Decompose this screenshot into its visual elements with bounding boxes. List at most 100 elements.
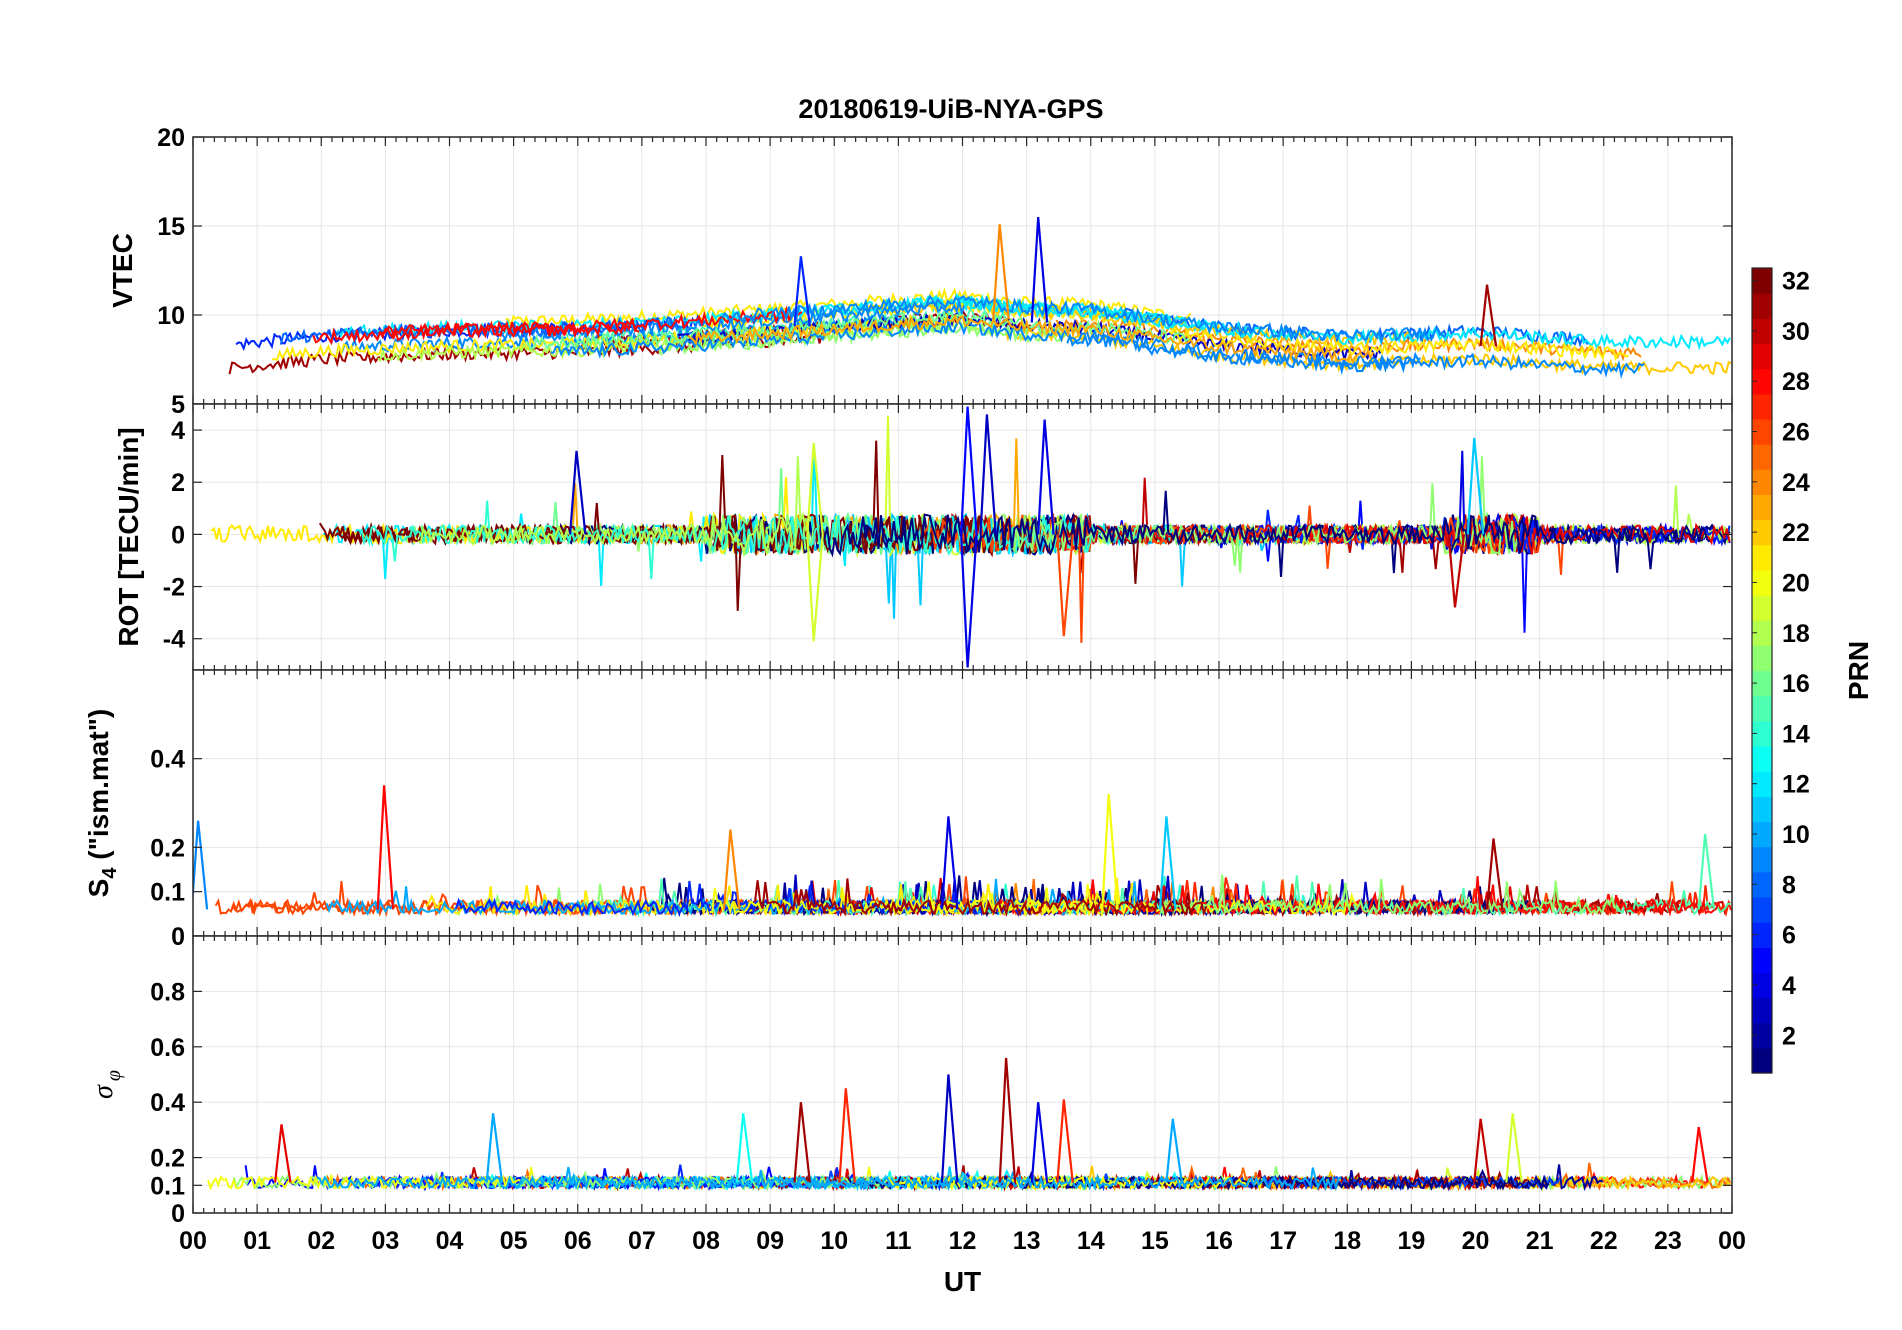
peak-mark bbox=[998, 1057, 1017, 1183]
y-tick-label: 0 bbox=[171, 1200, 185, 1228]
peak-mark bbox=[960, 534, 978, 668]
colorbar-segment bbox=[1752, 418, 1772, 445]
peak-mark bbox=[1158, 816, 1177, 910]
peak-mark bbox=[1030, 1102, 1049, 1183]
colorbar-tick-label: 32 bbox=[1782, 268, 1810, 296]
colorbar-tick-label: 18 bbox=[1782, 620, 1810, 648]
colorbar-segment bbox=[1752, 796, 1772, 823]
peak-mark bbox=[1691, 1126, 1709, 1183]
peak-mark bbox=[1447, 534, 1466, 608]
prn-trace bbox=[687, 313, 1375, 365]
colorbar-tick-label: 16 bbox=[1782, 670, 1810, 698]
x-tick-label: 08 bbox=[692, 1227, 720, 1255]
colorbar-tick-label: 6 bbox=[1782, 922, 1796, 950]
y-tick-label: 0.4 bbox=[150, 1089, 185, 1117]
colorbar-segment bbox=[1752, 595, 1772, 621]
peak-mark bbox=[1030, 217, 1049, 323]
peak-mark bbox=[1056, 534, 1074, 637]
y-tick-label: 4 bbox=[171, 417, 185, 445]
peak-mark bbox=[806, 442, 824, 535]
peak-mark bbox=[485, 1113, 504, 1183]
colorbar-segment bbox=[1752, 368, 1772, 395]
colorbar-segment bbox=[1752, 997, 1772, 1024]
x-tick-label: 09 bbox=[756, 1227, 784, 1255]
x-tick-label: 17 bbox=[1269, 1227, 1297, 1255]
x-tick-label: 11 bbox=[885, 1227, 912, 1255]
y-tick-label: 0.8 bbox=[150, 978, 185, 1006]
x-tick-label: 07 bbox=[628, 1227, 656, 1255]
prn-trace bbox=[312, 318, 640, 346]
y-axis-label: VTEC bbox=[107, 233, 138, 308]
colorbar-segment bbox=[1752, 268, 1772, 294]
x-tick-label: 05 bbox=[500, 1227, 528, 1255]
y-tick-label: 0.2 bbox=[150, 834, 185, 862]
prn-trace bbox=[1066, 331, 1645, 379]
x-tick-label: 00 bbox=[179, 1227, 207, 1255]
series-group bbox=[210, 406, 1731, 668]
series-group bbox=[193, 785, 1732, 918]
prn-trace bbox=[754, 878, 1208, 918]
colorbar-segment bbox=[1752, 745, 1772, 772]
y-tick-label: -2 bbox=[163, 574, 185, 602]
peak-mark bbox=[1697, 833, 1716, 910]
peak-mark bbox=[806, 534, 824, 642]
peak-mark bbox=[793, 256, 811, 327]
prn-trace bbox=[957, 295, 1731, 351]
peak-mark bbox=[1466, 437, 1485, 535]
x-tick-label: 10 bbox=[820, 1227, 848, 1255]
y-tick-label: 0.1 bbox=[150, 879, 185, 907]
peak-mark bbox=[735, 1113, 754, 1183]
colorbar-segment bbox=[1752, 620, 1772, 646]
peak-mark bbox=[1473, 1118, 1491, 1183]
colorbar-segment bbox=[1752, 444, 1772, 470]
series-group bbox=[207, 1057, 1732, 1193]
peak-mark bbox=[992, 224, 1010, 320]
peak-mark bbox=[1479, 284, 1498, 347]
colorbar-tick-label: 30 bbox=[1782, 318, 1810, 346]
peak-mark bbox=[569, 450, 587, 535]
series-group bbox=[228, 217, 1732, 379]
colorbar-segment bbox=[1752, 871, 1772, 898]
y-tick-label: 10 bbox=[157, 302, 185, 330]
x-tick-label: 12 bbox=[949, 1227, 977, 1255]
colorbar-segment bbox=[1752, 519, 1772, 546]
colorbar-tick-label: 4 bbox=[1782, 972, 1796, 1000]
y-tick-label: 15 bbox=[157, 213, 185, 241]
colorbar-segment bbox=[1752, 645, 1772, 672]
colorbar-segment bbox=[1752, 821, 1772, 848]
prn-trace bbox=[721, 294, 1447, 345]
x-tick-label: 14 bbox=[1077, 1227, 1105, 1255]
x-tick-label: 04 bbox=[436, 1227, 464, 1255]
colorbar-segment bbox=[1752, 343, 1772, 370]
panel-2: -4 -2 0 2 4 ROT [TECU/min] bbox=[113, 403, 1733, 671]
colorbar-segment bbox=[1752, 1022, 1772, 1049]
colorbar-segment bbox=[1752, 947, 1772, 973]
colorbar-segment bbox=[1752, 846, 1772, 873]
peak-mark bbox=[1505, 1113, 1523, 1183]
colorbar-segment bbox=[1752, 972, 1772, 999]
peak-mark bbox=[1037, 419, 1055, 535]
panel-4: 00.10.2 0.4 0.6 0.8 σφ bbox=[88, 935, 1733, 1228]
peak-mark bbox=[193, 820, 209, 910]
y-tick-label: 0.1 bbox=[150, 1172, 185, 1200]
peak-mark bbox=[940, 1074, 959, 1183]
colorbar-segment bbox=[1752, 494, 1772, 521]
peak-mark bbox=[838, 1088, 856, 1183]
peak-mark bbox=[1165, 1118, 1183, 1183]
colorbar-tick-label: 22 bbox=[1782, 519, 1810, 547]
y-tick-label: 0 bbox=[171, 923, 185, 951]
peak-mark bbox=[376, 785, 395, 910]
colorbar-tick-label: 26 bbox=[1782, 419, 1810, 447]
x-tick-label: 06 bbox=[564, 1227, 592, 1255]
y-tick-label: 0.2 bbox=[150, 1145, 185, 1173]
y-axis-label: ROT [TECU/min] bbox=[113, 427, 144, 646]
y-axis-label: σφ bbox=[88, 1070, 125, 1099]
prn-trace bbox=[658, 321, 1070, 356]
colorbar-tick-label: 28 bbox=[1782, 368, 1810, 396]
y-tick-label: 2 bbox=[171, 469, 185, 497]
prn-trace bbox=[818, 490, 1711, 573]
y-axis-label: S4 ("ism.mat") bbox=[83, 709, 121, 898]
peak-mark bbox=[979, 414, 997, 535]
